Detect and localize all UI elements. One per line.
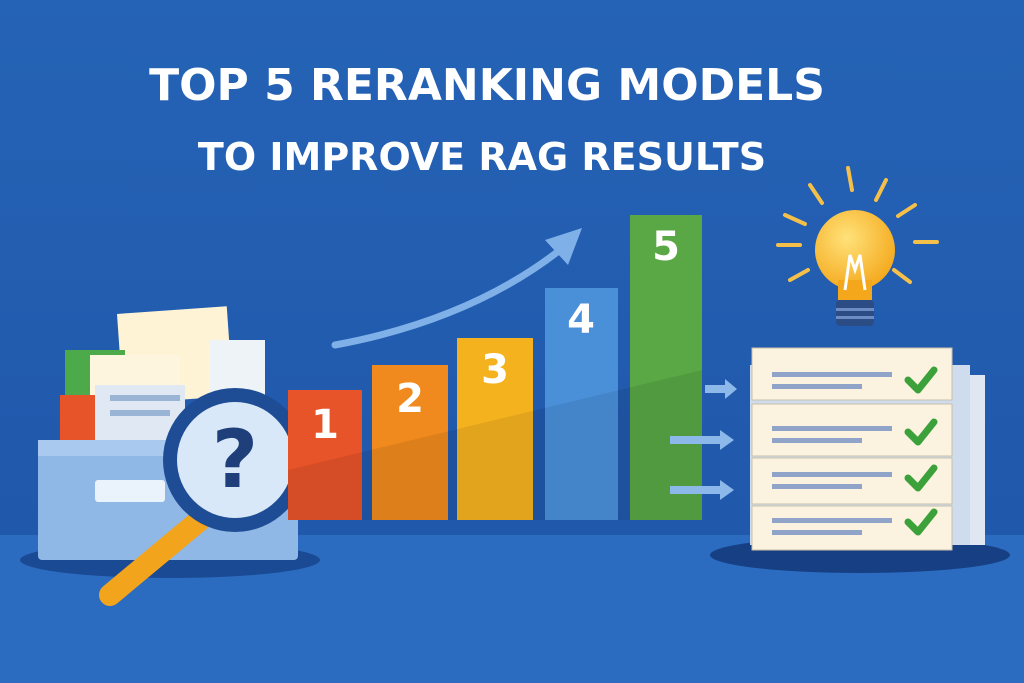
flow-arrows [670, 379, 737, 500]
bar-label: 4 [567, 297, 595, 343]
bar [288, 390, 362, 520]
bar [630, 215, 702, 520]
bar-label: 3 [481, 347, 509, 393]
bar [457, 338, 533, 520]
title: TOP 5 RERANKING MODELS [149, 60, 825, 111]
bulb [815, 210, 895, 326]
magnifier: ? [99, 388, 307, 606]
bar-label: 2 [396, 376, 424, 422]
subtitle: TO IMPROVE RAG RESULTS [198, 135, 766, 179]
bar-label: 1 [311, 402, 339, 448]
light-bulb [776, 166, 939, 284]
bar-label: 5 [652, 224, 680, 270]
bar [545, 288, 618, 520]
checklist [710, 347, 1010, 573]
trend-arrow [331, 228, 582, 349]
question-mark: ? [212, 413, 258, 506]
bar [372, 365, 448, 520]
bars: 1 2 3 4 5 [288, 215, 702, 520]
